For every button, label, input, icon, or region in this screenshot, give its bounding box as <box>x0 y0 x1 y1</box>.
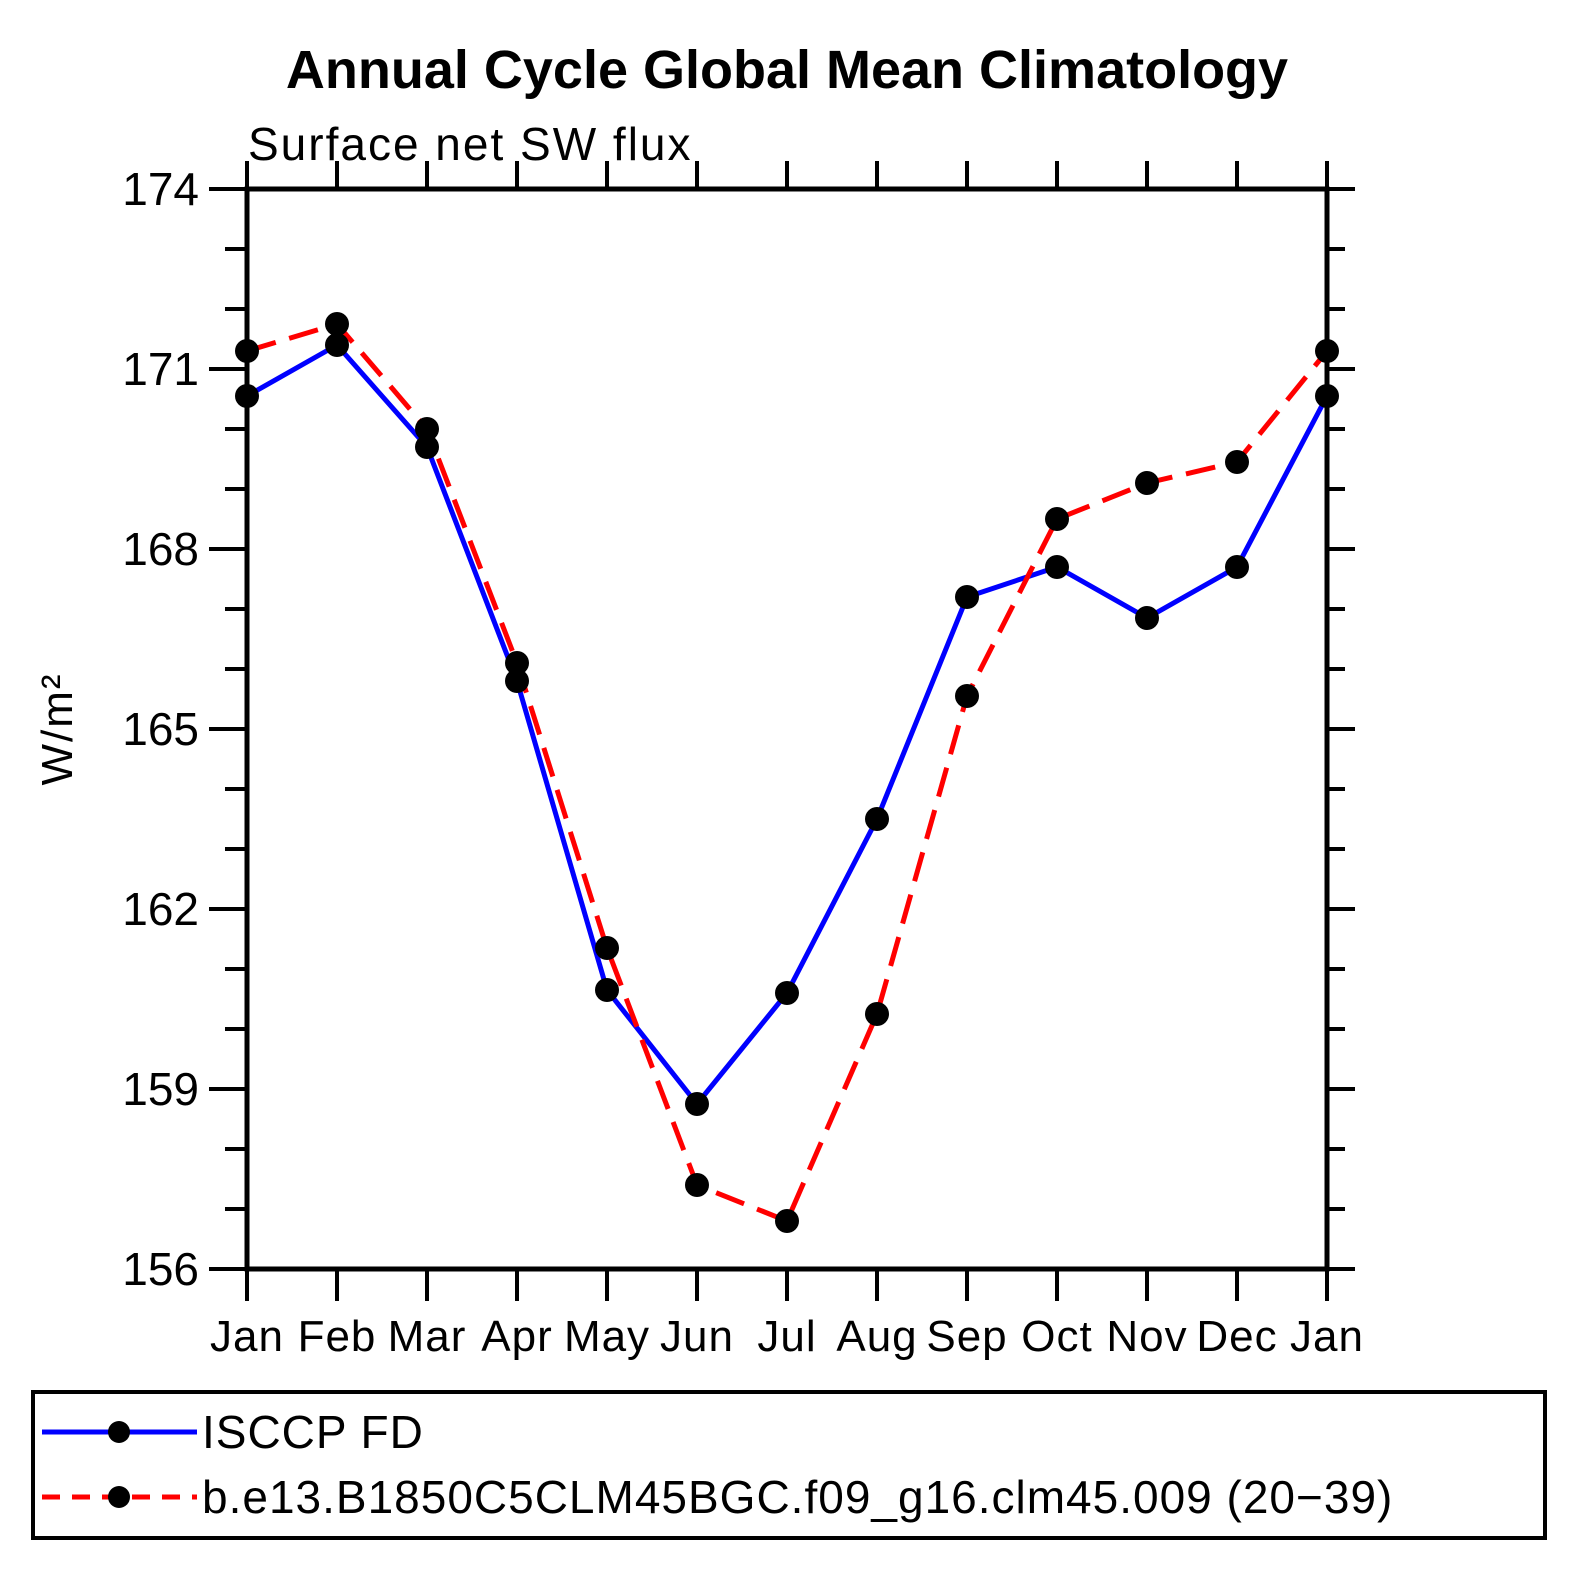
data-point-marker <box>865 1002 889 1026</box>
y-tick-label: 174 <box>122 163 199 215</box>
x-tick-labels: Jan Feb Mar Apr May Jun Jul Aug Sep Oct Nov Dec Jan <box>210 1312 1364 1361</box>
x-tick-label: May <box>564 1312 650 1361</box>
data-point-marker <box>595 978 619 1002</box>
y-axis-ticks-right <box>1327 187 1355 1271</box>
x-tick-label: Jul <box>757 1312 816 1361</box>
data-point-marker <box>1315 339 1339 363</box>
legend-sample-marker-0 <box>108 1421 130 1443</box>
data-point-marker <box>685 1173 709 1197</box>
x-tick-label: Oct <box>1021 1312 1092 1361</box>
data-point-marker <box>775 981 799 1005</box>
data-point-marker <box>325 312 349 336</box>
y-tick-label: 162 <box>122 883 199 935</box>
series-lines <box>245 321 1330 1225</box>
x-tick-label: Dec <box>1196 1312 1277 1361</box>
data-point-marker <box>1315 384 1339 408</box>
y-tick-label: 168 <box>122 523 199 575</box>
series-markers <box>235 312 1339 1233</box>
data-point-marker <box>325 333 349 357</box>
y-axis-label: W/m² <box>33 672 82 785</box>
data-point-marker <box>955 684 979 708</box>
data-point-marker <box>235 339 259 363</box>
legend-label-0: ISCCP FD <box>202 1406 424 1458</box>
legend-box <box>31 1390 1547 1540</box>
x-tick-label: Sep <box>926 1312 1007 1361</box>
data-point-marker <box>235 384 259 408</box>
y-axis-ticks-left <box>209 187 247 1271</box>
data-point-marker <box>1225 555 1249 579</box>
data-point-marker <box>1135 471 1159 495</box>
x-tick-label: Feb <box>298 1312 377 1361</box>
x-tick-label: Jun <box>660 1312 734 1361</box>
data-point-marker <box>505 651 529 675</box>
series-line-1 <box>246 321 1329 1225</box>
data-point-marker <box>415 417 439 441</box>
data-point-marker <box>865 807 889 831</box>
data-point-marker <box>1045 507 1069 531</box>
x-axis-ticks-top <box>245 161 1329 189</box>
legend-label-1: b.e13.B1850C5CLM45BGC.f09_g16.clm45.009 … <box>202 1471 1393 1523</box>
x-axis-ticks-bottom <box>245 1269 1329 1301</box>
x-tick-label: Apr <box>481 1312 552 1361</box>
data-point-marker <box>685 1092 709 1116</box>
data-point-marker <box>1225 450 1249 474</box>
legend: ISCCP FD b.e13.B1850C5CLM45BGC.f09_g16.c… <box>31 1390 1547 1540</box>
x-tick-label: Aug <box>836 1312 917 1361</box>
data-point-marker <box>955 585 979 609</box>
data-point-marker <box>775 1209 799 1233</box>
y-tick-label: 165 <box>122 703 199 755</box>
y-tick-label: 159 <box>122 1063 199 1115</box>
data-point-marker <box>595 936 619 960</box>
y-tick-label: 156 <box>122 1243 199 1295</box>
data-point-marker <box>415 435 439 459</box>
x-tick-label: Jan <box>1290 1312 1364 1361</box>
y-tick-label: 171 <box>122 343 199 395</box>
data-point-marker <box>1045 555 1069 579</box>
x-tick-label: Jan <box>210 1312 284 1361</box>
chart-title: Annual Cycle Global Mean Climatology <box>286 40 1288 100</box>
plot-frame <box>244 186 1330 1272</box>
x-tick-label: Mar <box>388 1312 467 1361</box>
legend-sample-marker-1 <box>108 1486 130 1508</box>
chart-subtitle: Surface net SW flux <box>248 118 693 170</box>
data-point-marker <box>1135 606 1159 630</box>
x-tick-label: Nov <box>1106 1312 1187 1361</box>
data-point-marker <box>505 669 529 693</box>
y-tick-labels: 156 159 162 165 168 171 174 <box>122 163 199 1295</box>
